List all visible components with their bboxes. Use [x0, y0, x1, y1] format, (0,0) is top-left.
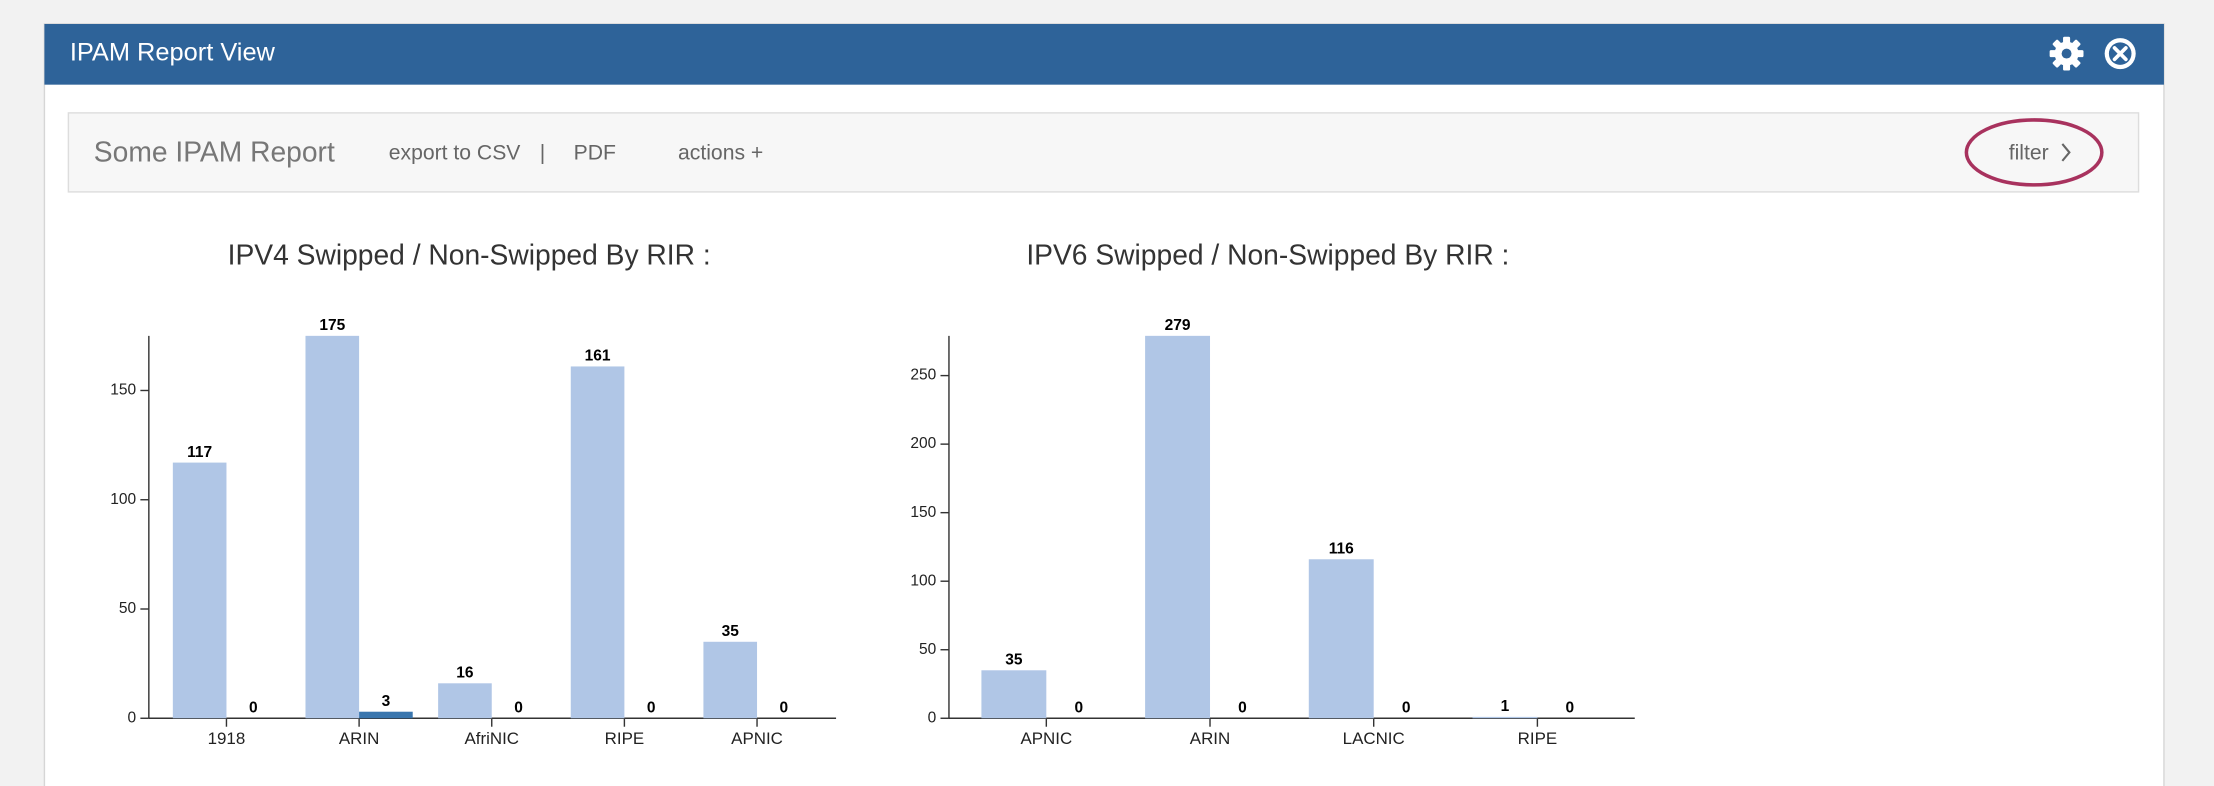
- y-tick-label: 0: [128, 709, 137, 726]
- actions-menu[interactable]: actions +: [678, 141, 763, 164]
- value-label: 0: [1238, 699, 1247, 716]
- value-label: 35: [1005, 652, 1023, 669]
- chart-title: IPV6 Swipped / Non-Swipped By RIR :: [1026, 238, 1509, 270]
- panel-header: [44, 23, 2164, 85]
- x-tick-label: APNIC: [1020, 729, 1072, 748]
- report-title: Some IPAM Report: [94, 135, 335, 167]
- chevron-icon: [2061, 143, 2071, 162]
- filter-label[interactable]: filter: [2009, 141, 2049, 164]
- y-tick-label: 200: [910, 435, 936, 452]
- value-label: 0: [647, 699, 656, 716]
- value-label: 3: [382, 693, 391, 710]
- bar: [438, 683, 492, 719]
- value-label: 0: [780, 699, 789, 716]
- bar: [1308, 559, 1374, 719]
- value-label: 0: [249, 699, 258, 716]
- bar: [172, 462, 227, 719]
- y-tick-label: 100: [110, 491, 136, 508]
- settings-icon[interactable]: [2049, 36, 2084, 71]
- filter-button[interactable]: filter: [1964, 118, 2104, 187]
- x-tick-label: LACNIC: [1343, 729, 1405, 748]
- value-label: 0: [514, 699, 523, 716]
- pdf-link[interactable]: PDF: [574, 141, 616, 164]
- value-label: 0: [1402, 699, 1411, 716]
- toolbar: [67, 112, 2140, 193]
- value-label: 1: [1501, 698, 1510, 715]
- y-tick-label: 150: [910, 504, 936, 521]
- bar: [981, 670, 1047, 719]
- x-tick-label: APNIC: [731, 729, 783, 748]
- bar: [703, 641, 758, 719]
- bar: [1472, 716, 1538, 719]
- value-label: 0: [1566, 699, 1575, 716]
- value-label: 161: [585, 348, 611, 365]
- value-label: 16: [456, 665, 474, 682]
- value-label: 117: [187, 444, 212, 461]
- x-tick-label: RIPE: [605, 729, 645, 748]
- value-label: 0: [1074, 699, 1083, 716]
- y-tick-label: 100: [910, 572, 936, 589]
- y-tick-label: 250: [910, 367, 936, 384]
- export-csv-link[interactable]: export to CSV: [389, 141, 522, 164]
- value-label: 279: [1165, 317, 1191, 334]
- y-tick-label: 0: [928, 709, 937, 726]
- chart-title: IPV4 Swipped / Non-Swipped By RIR :: [228, 238, 711, 270]
- bar: [305, 335, 360, 719]
- close-icon[interactable]: [2104, 38, 2136, 70]
- separator: |: [540, 141, 546, 164]
- y-tick-label: 150: [110, 382, 136, 399]
- highlight-ellipse: [1964, 118, 2104, 187]
- y-tick-label: 50: [919, 641, 937, 658]
- value-label: 175: [319, 317, 345, 334]
- x-tick-label: AfriNIC: [464, 729, 519, 748]
- x-tick-label: ARIN: [339, 729, 379, 748]
- x-tick-label: 1918: [208, 729, 246, 748]
- bar: [359, 711, 413, 719]
- bar: [570, 366, 625, 719]
- panel-title: IPAM Report View: [70, 38, 276, 66]
- value-label: 35: [722, 623, 740, 640]
- x-tick-label: RIPE: [1518, 729, 1557, 748]
- x-tick-label: ARIN: [1190, 729, 1230, 748]
- y-tick-label: 50: [119, 600, 137, 617]
- value-label: 116: [1329, 540, 1354, 557]
- bar: [1145, 335, 1211, 719]
